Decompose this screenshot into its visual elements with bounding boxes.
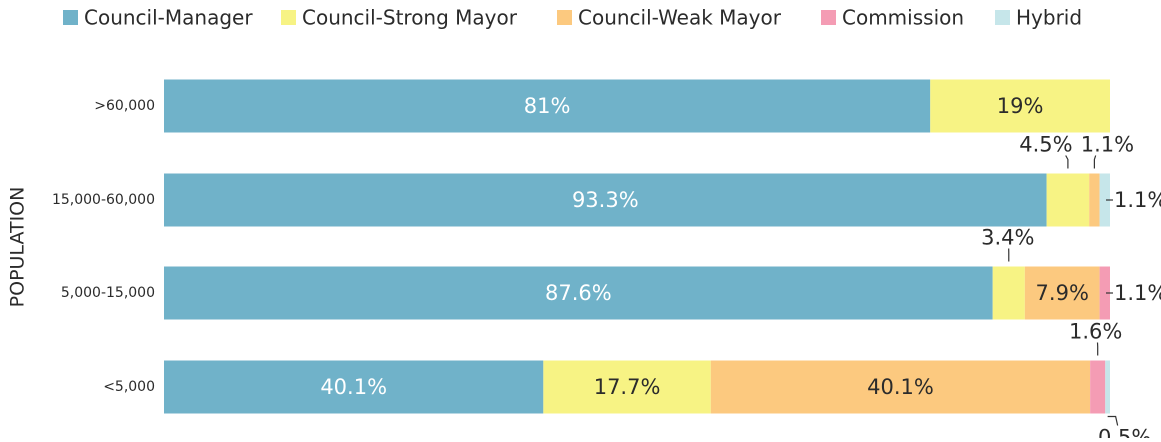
axis-label: POPULATION (7, 187, 29, 308)
bar-segment (1090, 361, 1105, 414)
legend-swatch (995, 10, 1010, 25)
legend-swatch (63, 10, 78, 25)
value-label: 4.5% (1019, 133, 1072, 157)
value-label: 1.6% (1069, 320, 1122, 344)
legend-label: Commission (842, 6, 964, 30)
legend-swatch (557, 10, 572, 25)
value-label: 7.9% (1036, 281, 1089, 305)
value-label: 93.3% (572, 188, 639, 212)
value-label: 17.7% (594, 375, 661, 399)
leader-line (1108, 417, 1118, 426)
bar-segment (993, 267, 1025, 320)
value-label: 1.1% (1114, 188, 1161, 212)
value-label: 87.6% (545, 281, 612, 305)
leader-line (1094, 156, 1095, 169)
legend-label: Hybrid (1016, 6, 1082, 30)
legend-label: Council-Strong Mayor (302, 6, 518, 30)
legend-label: Council-Manager (84, 6, 253, 30)
legend-swatch (821, 10, 836, 25)
value-label: 40.1% (867, 375, 934, 399)
bar-segment (1089, 174, 1099, 227)
y-tick-label: 15,000-60,000 (52, 192, 155, 208)
value-label: 19% (997, 94, 1044, 118)
y-tick-label: <5,000 (103, 379, 155, 395)
y-tick-label: 5,000-15,000 (61, 285, 155, 301)
value-label: 3.4% (981, 226, 1034, 250)
legend-label: Council-Weak Mayor (578, 6, 782, 30)
value-label: 40.1% (320, 375, 387, 399)
value-label: 0.5% (1098, 426, 1151, 439)
value-label: 81% (524, 94, 571, 118)
bar-segment (1047, 174, 1090, 227)
leader-line (1066, 156, 1068, 169)
value-label: 1.1% (1081, 133, 1134, 157)
y-tick-label: >60,000 (94, 98, 155, 114)
value-label: 1.1% (1114, 281, 1161, 305)
legend-swatch (281, 10, 296, 25)
bar-segment (1105, 361, 1110, 414)
